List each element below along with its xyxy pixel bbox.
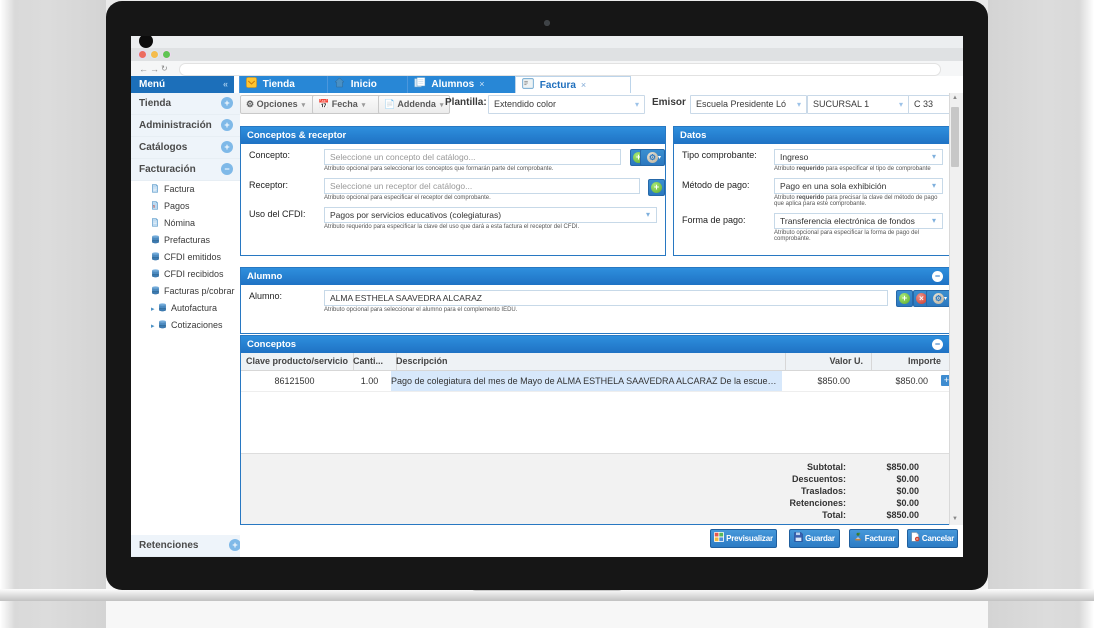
svg-text:$: $ xyxy=(153,205,155,209)
